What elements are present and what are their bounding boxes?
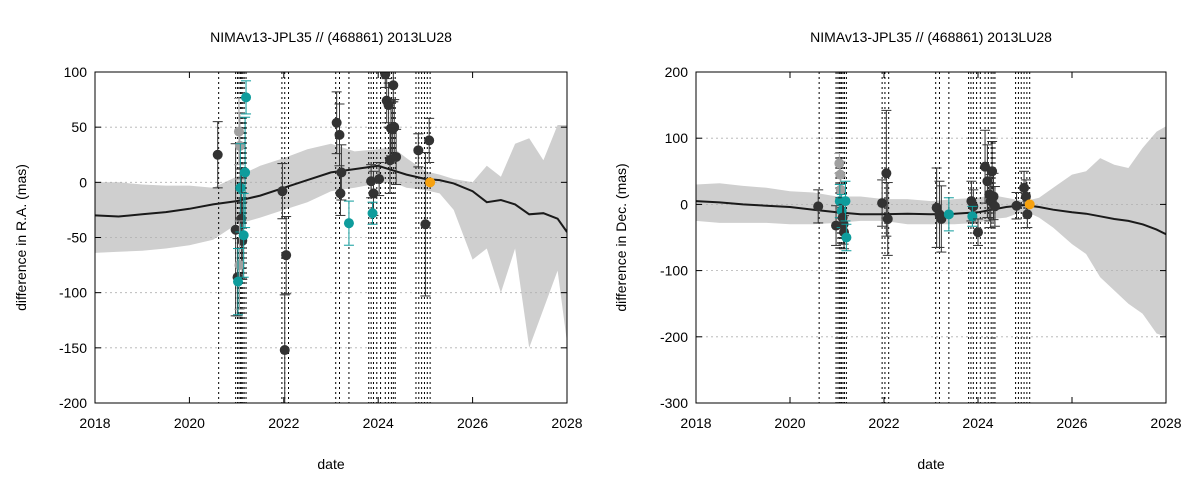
data-point-14 (281, 216, 292, 295)
plot-area (696, 72, 1166, 403)
x-axis-label: date (917, 456, 944, 472)
y-tick-label: -100 (59, 285, 87, 301)
plot-frame (695, 71, 1167, 404)
uncertainty-band (696, 126, 1166, 337)
data-point-17 (936, 185, 947, 253)
data-point-15 (279, 294, 290, 403)
y-tick-label: -300 (660, 395, 688, 411)
data-point-36 (424, 117, 435, 163)
data-point-30 (1011, 191, 1022, 220)
y-tick-label: -200 (660, 329, 688, 345)
x-tick-label: 2024 (962, 415, 993, 431)
y-axis-label: difference in Dec. (mas) (613, 163, 629, 311)
y-tick-label: 200 (665, 64, 689, 80)
data-point-37 (425, 177, 436, 188)
data-point-20 (343, 200, 354, 246)
x-tick-label: 2026 (1056, 415, 1087, 431)
y-tick-label: -50 (67, 230, 87, 246)
data-point-12 (877, 179, 888, 227)
x-tick-label: 2028 (1150, 415, 1181, 431)
y-tick-label: -100 (660, 263, 688, 279)
data-point-34 (1024, 199, 1035, 210)
model-line (95, 164, 567, 233)
data-point-1 (831, 205, 842, 246)
data-point-14 (882, 182, 893, 256)
y-tick-label: 0 (680, 196, 688, 212)
y-tick-label: 100 (64, 64, 88, 80)
data-point-17 (334, 103, 345, 167)
data-point-27 (987, 141, 998, 202)
data-point-22 (973, 218, 983, 246)
uncertainty-band (95, 125, 567, 348)
x-tick-label: 2024 (363, 415, 394, 431)
data-point-0 (212, 121, 223, 189)
y-tick-label: 100 (665, 130, 689, 146)
data-point-24 (982, 144, 993, 219)
chart-dec: 200 100 0 -100 -200 -300 2018 2020 2022 2024 2026 2… (613, 29, 1182, 472)
data-point-35 (420, 152, 431, 297)
data-point-33 (391, 128, 402, 186)
chart-ra: 100 50 0 -50 -100 -150 -200 2018 2020 2022 2024 202… (13, 29, 583, 472)
data-point-11 (841, 223, 852, 252)
data-point-12 (241, 80, 252, 115)
data-point-23 (367, 201, 378, 225)
plot-area (95, 72, 567, 403)
data-point-18 (943, 197, 954, 232)
data-point-11 (240, 116, 251, 229)
data-point-32 (385, 126, 395, 194)
data-point-10 (238, 192, 249, 278)
y-tick-label: -200 (59, 395, 87, 411)
y-tick-label: 50 (71, 119, 87, 135)
x-tick-label: 2022 (268, 415, 299, 431)
x-tick-label: 2022 (868, 415, 899, 431)
data-point-15 (931, 167, 942, 248)
y-tick-label: -150 (59, 340, 87, 356)
data-point-28 (988, 172, 999, 221)
data-point-30 (388, 72, 399, 103)
data-point-19 (335, 170, 346, 216)
x-tick-label: 2020 (774, 415, 805, 431)
y-tick-label: 0 (79, 174, 87, 190)
data-point-29 (989, 186, 1000, 227)
data-point-0 (813, 189, 824, 224)
data-point-24 (374, 161, 385, 197)
data-point-10 (840, 180, 851, 222)
chart-title: NIMAv13-JPL35 // (468861) 2013LU28 (810, 29, 1052, 45)
x-tick-label: 2020 (174, 415, 205, 431)
x-tick-label: 2028 (551, 415, 582, 431)
x-tick-label: 2026 (457, 415, 488, 431)
chart-title: NIMAv13-JPL35 // (468861) 2013LU28 (210, 29, 452, 45)
data-point-9 (233, 248, 244, 316)
x-axis-label: date (317, 456, 344, 472)
x-tick-label: 2018 (680, 415, 711, 431)
model-line (696, 200, 1166, 236)
x-tick-label: 2018 (79, 415, 110, 431)
y-axis-label: difference in R.A. (mas) (13, 164, 29, 311)
